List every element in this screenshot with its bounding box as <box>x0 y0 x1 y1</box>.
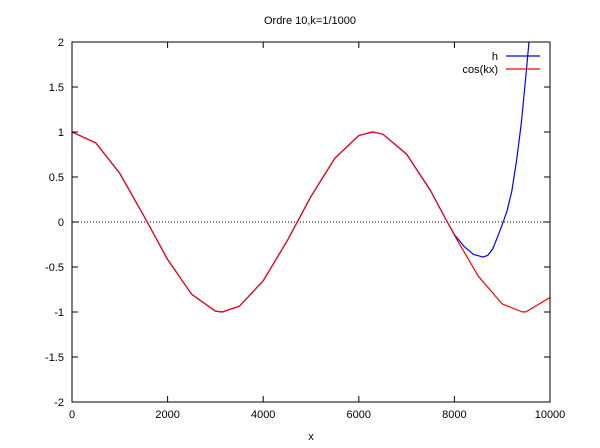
y-tick-labels: 2 1.5 1 0.5 0 -0.5 -1 -1.5 -2 <box>45 37 64 409</box>
x-tick-label: 0 <box>69 409 75 421</box>
legend-label: cos(kx) <box>463 64 498 76</box>
y-tick-label: -1 <box>54 307 64 319</box>
x-tick-label: 4000 <box>251 409 275 421</box>
plot-frame <box>71 41 551 403</box>
y-tick-label: -1.5 <box>45 352 64 364</box>
ticks-layer <box>71 41 551 403</box>
series-layer <box>72 42 550 313</box>
x-tick-label: 10000 <box>535 409 566 421</box>
y-tick-label: 2 <box>58 37 64 49</box>
x-tick-label: 6000 <box>347 409 371 421</box>
y-tick-label: 1 <box>58 127 64 139</box>
x-axis-label: x <box>308 431 314 443</box>
x-tick-label: 8000 <box>442 409 466 421</box>
y-tick-label: -0.5 <box>45 262 64 274</box>
y-tick-label: 0.5 <box>49 172 64 184</box>
chart-title: Ordre 10,k=1/1000 <box>264 15 356 27</box>
legend-label: h <box>492 51 498 63</box>
y-tick-label: 1.5 <box>49 82 64 94</box>
y-tick-label: -2 <box>54 397 64 409</box>
series-line-h <box>72 42 530 313</box>
x-tick-labels: 0 2000 4000 6000 8000 10000 <box>69 409 565 421</box>
y-tick-label: 0 <box>58 217 64 229</box>
x-tick-label: 2000 <box>155 409 179 421</box>
series-line-cos-kx <box>72 131 550 313</box>
